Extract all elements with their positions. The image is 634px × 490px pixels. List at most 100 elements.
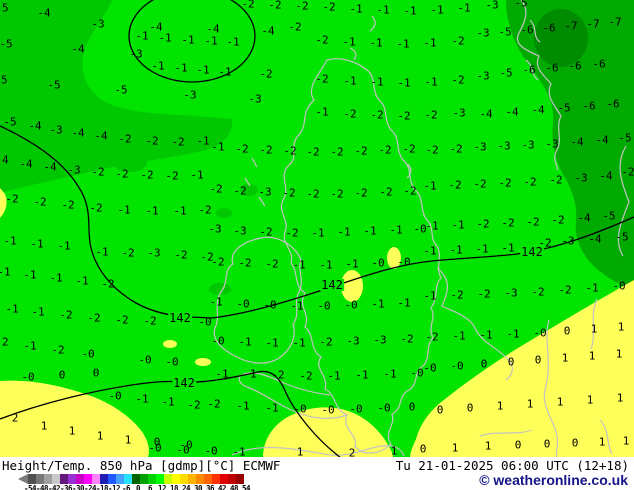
temp-value-label: -1 bbox=[479, 328, 493, 342]
temp-value-label: -1 bbox=[452, 329, 466, 343]
copyright-watermark[interactable]: © weatheronline.co.uk bbox=[479, 472, 628, 488]
scale-tick: 12 bbox=[157, 484, 167, 490]
temp-value-label: 1 bbox=[590, 322, 598, 336]
temp-value-label: -4 bbox=[37, 6, 51, 20]
temp-value-label: -1 bbox=[226, 35, 240, 49]
temp-value-label: -3 bbox=[208, 222, 222, 236]
temp-value-label: 1 bbox=[598, 435, 606, 449]
temp-value-label: -0 bbox=[179, 438, 193, 452]
temp-value-label: 0 bbox=[58, 368, 66, 382]
region-cold-topleft bbox=[0, 0, 233, 193]
temp-value-label: -0 bbox=[533, 326, 547, 340]
temp-value-label: -1 bbox=[218, 65, 232, 79]
temp-value-label: -1 bbox=[158, 31, 172, 45]
temp-value-label: -3 bbox=[476, 26, 490, 40]
temp-value-label: -1 bbox=[243, 367, 257, 381]
temp-value-label: -0 bbox=[108, 389, 122, 403]
temp-value-label: -0 bbox=[204, 444, 218, 457]
temp-value-label: -2 bbox=[259, 225, 273, 239]
temp-value-label: -1 bbox=[292, 258, 306, 272]
temp-value-label: -1 bbox=[383, 367, 397, 381]
temp-value-label: -1 bbox=[190, 168, 204, 182]
temp-value-label: -1 bbox=[49, 271, 63, 285]
temp-value-label: -3 bbox=[561, 234, 575, 248]
temp-value-label: 1 bbox=[617, 320, 625, 334]
scale-tick: -12 bbox=[107, 484, 121, 490]
temp-value-label: -2 bbox=[449, 142, 463, 156]
temp-value-label: -0 bbox=[263, 298, 277, 312]
temp-value-label: -2 bbox=[209, 182, 223, 196]
temp-value-label: -1 bbox=[236, 399, 250, 413]
temp-value-label: -2 bbox=[538, 236, 552, 250]
temp-value-label: -1 bbox=[31, 305, 45, 319]
temp-value-label: -3 bbox=[147, 246, 161, 260]
temp-value-label: -1 bbox=[501, 241, 515, 255]
temp-value-label: -5 bbox=[498, 25, 512, 39]
scale-tick: 24 bbox=[181, 484, 191, 490]
scale-color-segment bbox=[236, 474, 244, 484]
temp-value-label: -0 bbox=[138, 353, 152, 367]
temp-value-label: -2 bbox=[101, 277, 115, 291]
temp-value-label: -2 bbox=[59, 308, 73, 322]
temp-value-label: -2 bbox=[211, 255, 225, 269]
temp-value-label: -1 bbox=[135, 392, 149, 406]
temp-value-label: -5 bbox=[3, 115, 17, 129]
temp-value-label: -0 bbox=[165, 355, 179, 369]
temp-value-label: -1 bbox=[423, 244, 437, 258]
temp-value-label: -4 bbox=[206, 22, 220, 36]
temp-value-label: 0 bbox=[153, 435, 161, 449]
temp-value-label: -2 bbox=[288, 20, 302, 34]
temp-value-label: -5 bbox=[47, 78, 61, 92]
temp-value-label: -6 bbox=[545, 61, 559, 75]
temp-value-label: -2 bbox=[198, 203, 212, 217]
scale-color-segment bbox=[92, 474, 100, 484]
contour-closed-low bbox=[128, 0, 256, 83]
temp-value-label: -1 bbox=[425, 219, 439, 233]
temp-value-label: -2 bbox=[121, 246, 135, 260]
scale-color-segment bbox=[172, 474, 180, 484]
temp-value-label: -3 bbox=[504, 286, 518, 300]
scale-color-segment bbox=[204, 474, 212, 484]
scale-arrow-icon bbox=[18, 474, 28, 484]
temp-value-label: -1 bbox=[319, 258, 333, 272]
temp-value-label: -1 bbox=[181, 33, 195, 47]
temp-value-label: -1 bbox=[327, 369, 341, 383]
temp-value-label: -1 bbox=[506, 327, 520, 341]
temp-value-label: -2 bbox=[306, 187, 320, 201]
temp-value-label: -4 bbox=[28, 119, 42, 133]
temp-value-label: 0 bbox=[480, 357, 488, 371]
temp-value-label: -1 bbox=[95, 245, 109, 259]
height-contours bbox=[0, 0, 634, 457]
temp-value-label: -5 bbox=[514, 0, 528, 10]
scale-tick: 6 bbox=[147, 484, 153, 490]
temp-value-label: -2 bbox=[271, 368, 285, 382]
region-warm-blob bbox=[387, 247, 401, 269]
temp-value-label: -3 bbox=[373, 333, 387, 347]
temp-value-label: -0 bbox=[371, 256, 385, 270]
temp-value-label: -2 bbox=[477, 287, 491, 301]
region-warm-bottomleft bbox=[0, 380, 149, 457]
temp-value-label: -1 bbox=[397, 76, 411, 90]
map-title: Height/Temp. 850 hPa [gdmp][°C] ECMWF bbox=[2, 458, 281, 473]
temp-value-label: -4 bbox=[570, 135, 584, 149]
temp-value-label: 1 bbox=[296, 445, 304, 458]
scale-color-segment bbox=[60, 474, 68, 484]
temp-value-label: -2 bbox=[187, 398, 201, 412]
temp-value-label: -1 bbox=[403, 4, 417, 18]
temp-value-label: -2 bbox=[115, 313, 129, 327]
region-coldest-norway bbox=[534, 9, 588, 67]
coast-cornwall bbox=[238, 372, 348, 419]
temp-value-label: -0 bbox=[148, 441, 162, 455]
temp-value-label: -0 bbox=[293, 402, 307, 416]
temp-value-label: -1 bbox=[423, 36, 437, 50]
temp-value-label: 1 bbox=[616, 391, 624, 405]
temp-value-label: -2 bbox=[259, 67, 273, 81]
temp-value-label: -1 bbox=[449, 243, 463, 257]
temp-value-label: -2 bbox=[315, 72, 329, 86]
temp-value-label: -2 bbox=[526, 215, 540, 229]
temp-value-label: -7 bbox=[564, 19, 578, 33]
temp-value-label: -3 bbox=[248, 92, 262, 106]
temp-value-label: -6 bbox=[606, 97, 620, 111]
temp-value-label: -1 bbox=[232, 445, 246, 458]
temp-value-label: -1 bbox=[3, 234, 17, 248]
